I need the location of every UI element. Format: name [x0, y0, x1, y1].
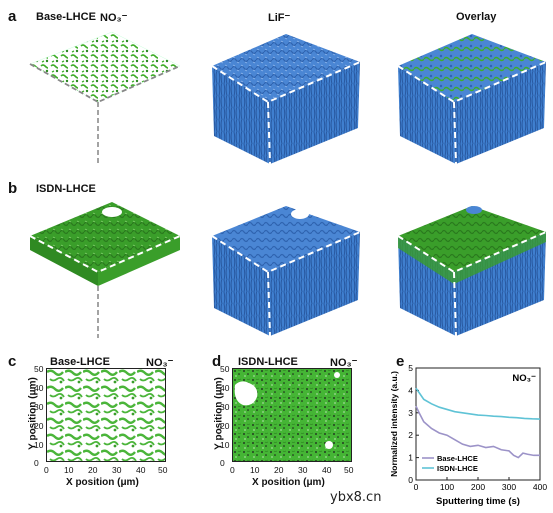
x-tick-label: 300 [502, 482, 516, 492]
panel-c-ytick-50: 50 [34, 364, 44, 374]
panel-a-sample-label: Base-LHCE [36, 11, 96, 23]
panel-c-sample-label: Base-LHCE [50, 356, 110, 368]
panel-d-xtick-40: 40 [322, 465, 332, 475]
panel-c-ytick-10: 10 [34, 440, 44, 450]
panel-a-no3-label: NO₃⁻ [100, 12, 128, 24]
panel-b-sample-label: ISDN-LHCE [36, 183, 96, 195]
x-tick-label: 100 [440, 482, 454, 492]
y-tick-label: 2 [408, 430, 413, 440]
panel-c-xtick-50: 50 [158, 465, 168, 475]
panel-c-ytick-40: 40 [34, 383, 44, 393]
panel-d-ytick-50: 50 [220, 364, 230, 374]
panel-c-ytick-30: 30 [34, 402, 44, 412]
chart-frame [415, 367, 541, 481]
panel-d-xtick-30: 30 [298, 465, 308, 475]
series-line-isdn-lhce [415, 387, 541, 420]
panel-d-xtick-10: 10 [250, 465, 260, 475]
panel-c-xtick-10: 10 [64, 465, 74, 475]
panel-d-ytick-20: 20 [220, 421, 230, 431]
x-tick-label: 0 [414, 482, 419, 492]
panel-a-overlay-cube [397, 34, 547, 165]
panel-d-xtick-0: 0 [230, 465, 235, 475]
chart-xlabel: Sputtering time (s) [436, 496, 520, 507]
panel-d-letter: d [212, 353, 222, 370]
panel-d-xtick-50: 50 [344, 465, 354, 475]
panel-d-ytick-0: 0 [220, 458, 225, 468]
panel-d-ion-label: NO₃⁻ [330, 357, 358, 369]
panel-b-no3-isdn-slab [29, 202, 181, 338]
panel-c-letter: c [8, 353, 17, 370]
panel-c-map [46, 368, 166, 462]
panel-d-map-image [233, 369, 351, 461]
y-tick-label: 3 [408, 408, 413, 418]
panel-e-chart: 0 100 200 300 400 0 1 2 3 4 5 NO₃⁻ Sputtering time (… [389, 363, 547, 507]
watermark: ybx8.cn [330, 490, 382, 505]
y-tick-label: 4 [408, 385, 413, 395]
panel-a-no3-base-slab [29, 31, 181, 164]
chart-title: NO₃⁻ [512, 373, 536, 384]
panel-b-lif-cube [211, 206, 361, 337]
panel-b-letter: b [8, 180, 18, 197]
panel-c-map-image [47, 369, 165, 461]
panel-d-ytick-10: 10 [220, 440, 230, 450]
panel-d-sample-label: ISDN-LHCE [238, 356, 298, 368]
panel-c-xtick-0: 0 [44, 465, 49, 475]
panel-c-xtick-40: 40 [136, 465, 146, 475]
panel-d-ytick-40: 40 [220, 383, 230, 393]
legend-label: ISDN-LHCE [437, 464, 478, 473]
panel-d-xtick-20: 20 [274, 465, 284, 475]
panel-d-map [232, 368, 352, 462]
panel-b-overlay-cube [397, 206, 547, 337]
panel-e-letter: e [396, 353, 405, 370]
panel-c-ytick-20: 20 [34, 421, 44, 431]
panel-c-xtick-20: 20 [88, 465, 98, 475]
panel-c-xlabel: X position (μm) [66, 477, 139, 488]
y-tick-label: 1 [408, 453, 413, 463]
x-tick-label: 200 [471, 482, 485, 492]
panel-d-xlabel: X position (μm) [252, 477, 325, 488]
panel-c-xtick-30: 30 [112, 465, 122, 475]
chart-ylabel: Normalized intensity (a.u.) [389, 371, 399, 477]
panel-c-ion-label: NO₃⁻ [146, 357, 174, 369]
y-tick-label: 5 [408, 363, 413, 373]
y-tick-label: 0 [408, 475, 413, 485]
legend-label: Base-LHCE [437, 454, 478, 463]
panel-d-ytick-30: 30 [220, 402, 230, 412]
x-tick-label: 400 [533, 482, 547, 492]
panel-c-ytick-0: 0 [34, 458, 39, 468]
panel-a-lif-label: LiF⁻ [268, 12, 291, 24]
panel-a-overlay-label: Overlay [456, 11, 497, 23]
panel-a-letter: a [8, 8, 17, 25]
series-line-base-lhce [415, 405, 540, 459]
panel-a-lif-cube [211, 34, 361, 165]
